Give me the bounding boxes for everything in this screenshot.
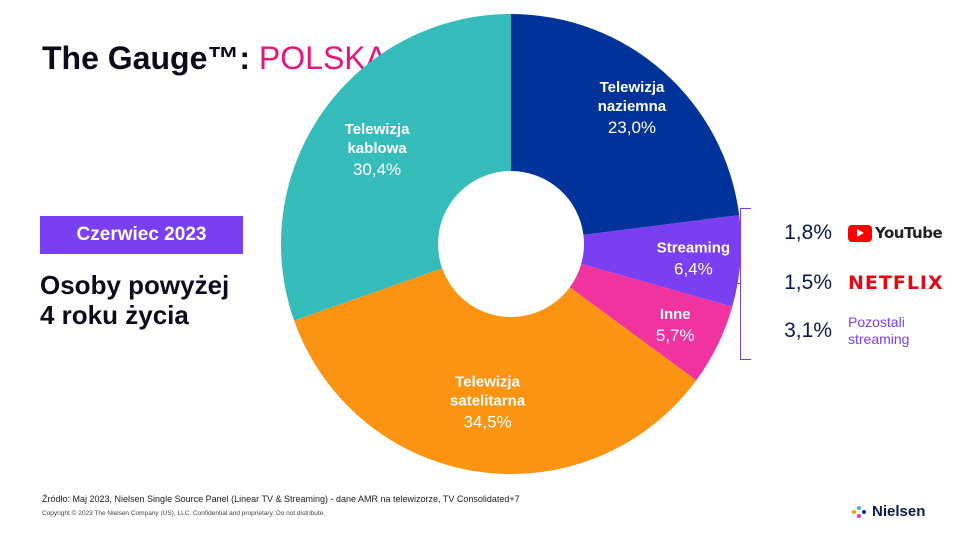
breakdown-pct: 1,5% — [784, 271, 832, 294]
slice-name: Streaming — [657, 239, 730, 256]
donut-slice — [581, 215, 741, 307]
slice-name: satelitarna — [450, 393, 526, 410]
nielsen-wordmark: Nielsen — [872, 503, 926, 520]
slice-value-label: 30,4% — [353, 160, 401, 179]
nielsen-logo: Nielsen — [852, 503, 925, 520]
period-badge: Czerwiec 2023 — [40, 216, 243, 254]
youtube-wordmark: YouTube — [875, 224, 943, 242]
slice-name: Telewizja — [345, 121, 410, 138]
slice-label: Telewizja satelitarna 34,5% — [450, 374, 526, 432]
audience-line-1: Osoby powyżej — [40, 270, 230, 300]
slice-label: Telewizja kablowa 30,4% — [345, 121, 410, 179]
donut-slice — [294, 268, 697, 474]
streaming-bracket — [740, 208, 751, 360]
youtube-logo-icon: YouTube — [848, 224, 943, 242]
slice-label: Inne 5,7% — [656, 306, 695, 345]
other-streaming-label: Pozostali streaming — [848, 314, 910, 347]
streaming-bracket-connector — [718, 283, 740, 284]
breakdown-pct: 3,1% — [784, 319, 832, 342]
breakdown-row-netflix: 1,5% NETFLIX — [770, 263, 944, 303]
breakdown-pct: 1,8% — [784, 221, 832, 244]
slice-value-label: 5,7% — [656, 326, 695, 345]
breakdown-row-youtube: 1,8% YouTube — [770, 213, 943, 253]
nielsen-dots-icon — [852, 505, 868, 518]
copyright-note: Copyright © 2023 The Nielsen Company (US… — [42, 510, 326, 517]
slice-name: Telewizja — [455, 374, 520, 391]
donut-slice — [281, 14, 511, 321]
slice-value-label: 6,4% — [674, 259, 713, 278]
source-note: Źródło: Maj 2023, Nielsen Single Source … — [42, 494, 520, 504]
slice-name: Inne — [660, 306, 691, 323]
slice-name: naziemna — [598, 98, 667, 115]
slice-label: Telewizja naziemna 23,0% — [598, 79, 667, 137]
slice-label: Streaming 6,4% — [657, 239, 730, 278]
slice-name: Telewizja — [600, 79, 665, 96]
page-title: The Gauge™: POLSKA — [42, 40, 387, 77]
breakdown-row-other: 3,1% Pozostali streaming — [770, 311, 909, 351]
audience-line-2: 4 roku życia — [40, 300, 189, 330]
donut-slice — [511, 14, 740, 235]
slice-name: kablowa — [347, 140, 407, 157]
slice-value-label: 34,5% — [463, 413, 511, 432]
netflix-logo-icon: NETFLIX — [848, 272, 944, 294]
donut-slice — [569, 263, 733, 381]
audience-label: Osoby powyżej 4 roku życia — [40, 270, 229, 330]
title-main: The Gauge™: — [42, 40, 251, 76]
slice-value-label: 23,0% — [608, 118, 656, 137]
